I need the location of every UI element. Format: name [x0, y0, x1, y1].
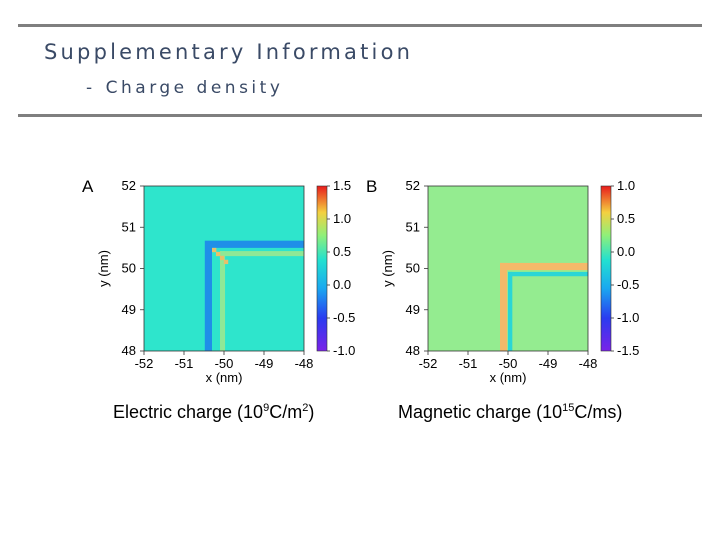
electric-charge-caption: Electric charge (109C/m2) — [113, 402, 315, 422]
x-tick-label: -51 — [459, 356, 478, 371]
x-tick-label: -50 — [499, 356, 518, 371]
colorbar — [600, 185, 612, 352]
x-tick-label: -49 — [255, 356, 274, 371]
header-bottom-rule — [18, 114, 702, 117]
diagonal-cell — [223, 259, 229, 265]
colorbar-tick-label: 1.0 — [617, 178, 635, 193]
page-subtitle: - Charge density — [86, 78, 283, 98]
colorbar-tick-label: -1.5 — [617, 343, 639, 358]
y-tick-label: 52 — [122, 178, 136, 193]
colorbar-tick-label: 0.5 — [617, 211, 635, 226]
y-tick-label: 50 — [406, 261, 420, 276]
x-tick-label: -50 — [215, 356, 234, 371]
colorbar-tick-label: 1.5 — [333, 178, 351, 193]
x-tick-label: -48 — [295, 356, 314, 371]
positive-stripe-vertical — [220, 251, 226, 351]
x-tick-label: -52 — [135, 356, 154, 371]
y-tick-label: 48 — [122, 343, 136, 358]
colorbar-tick-label: -0.5 — [333, 310, 355, 325]
page-title: Supplementary Information — [44, 40, 414, 64]
colorbar-tick-label: 0.0 — [333, 277, 351, 292]
negative-stripe-horizontal — [212, 240, 304, 248]
y-tick-label: 48 — [406, 343, 420, 358]
colorbar-tick-label: 0.0 — [617, 244, 635, 259]
y-tick-label: 49 — [406, 302, 420, 317]
colorbar-tick-label: -0.5 — [617, 277, 639, 292]
positive-stripe-vertical — [500, 262, 508, 351]
diagonal-cell — [219, 255, 225, 261]
positive-stripe-horizontal — [500, 262, 588, 271]
magnetic-charge-caption: Magnetic charge (1015C/ms) — [398, 402, 623, 422]
electric-charge-heatmap: A -52 -51 -50 -49 -48 x (nm) 52 51 50 49 48 y (nm) 1.… — [82, 177, 355, 385]
x-tick-label: -49 — [539, 356, 558, 371]
x-tick-label: -52 — [419, 356, 438, 371]
positive-stripe-horizontal — [220, 251, 304, 257]
colorbar-tick-label: 1.0 — [333, 211, 351, 226]
negative-stripe-vertical — [508, 271, 513, 351]
diagonal-cell — [212, 247, 217, 253]
subtitle-text: Charge density — [105, 78, 284, 98]
x-tick-label: -51 — [175, 356, 194, 371]
magnetic-charge-heatmap: B -52 -51 -50 -49 -48 x (nm) 52 51 50 49 48 y (nm) 1.… — [366, 177, 639, 385]
y-tick-label: 51 — [406, 219, 420, 234]
y-tick-label: 50 — [122, 261, 136, 276]
x-axis-label: x (nm) — [490, 370, 527, 385]
subtitle-dash: - — [86, 78, 96, 98]
colorbar-tick-label: -1.0 — [617, 310, 639, 325]
negative-stripe-vertical — [204, 240, 212, 351]
colorbar-tick-label: -1.0 — [333, 343, 355, 358]
x-tick-label: -48 — [579, 356, 598, 371]
colorbar-tick-label: 0.5 — [333, 244, 351, 259]
panel-label: B — [366, 177, 377, 196]
panel-label: A — [82, 177, 94, 196]
y-tick-label: 52 — [406, 178, 420, 193]
colorbar — [316, 185, 328, 352]
y-axis-label: y (nm) — [96, 250, 111, 287]
y-tick-label: 49 — [122, 302, 136, 317]
negative-stripe-horizontal — [508, 271, 588, 277]
header-top-rule — [18, 24, 702, 27]
diagonal-cell — [215, 251, 221, 257]
y-axis-label: y (nm) — [380, 250, 395, 287]
y-tick-label: 51 — [122, 219, 136, 234]
x-axis-label: x (nm) — [206, 370, 243, 385]
